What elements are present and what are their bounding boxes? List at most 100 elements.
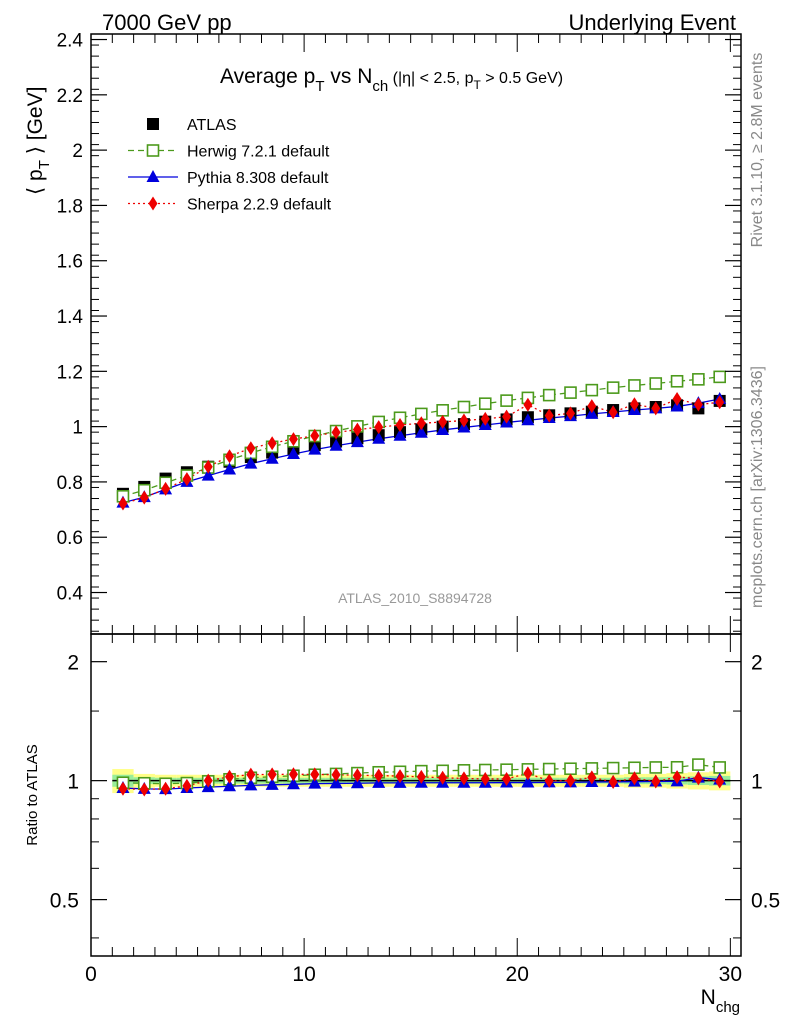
main-ytick-label: 2.2: [57, 86, 83, 107]
ratio-point-sherpa-2-2-9-default: [139, 782, 149, 797]
ratio-point-sherpa-2-2-9-default: [502, 771, 512, 786]
main-point-sherpa-2-2-9-default: [502, 409, 512, 424]
ratio-point-sherpa-2-2-9-default: [352, 768, 362, 783]
main-point-herwig-7-2-1-default: [670, 374, 684, 388]
legend-entry-pythia-8-308-default: Pythia 8.308 default: [128, 170, 329, 187]
ratio-ytick-label-right: 1: [751, 771, 763, 794]
main-point-pythia-8-308-default: [350, 435, 364, 448]
ratio-point-herwig-7-2-1-default: [713, 761, 726, 774]
ratio-line-sherpa-2-2-9-default: [122, 772, 720, 791]
main-point-herwig-7-2-1-default: [585, 383, 599, 397]
ratio-panel: 0 10 20 30 0.5 0.5 1 1 2 2 Ratio to ATLAS Nchg: [24, 633, 780, 1016]
main-point-herwig-7-2-1-default: [628, 379, 641, 392]
legend-marker: [146, 170, 160, 182]
main-point-herwig-7-2-1-default: [478, 397, 492, 410]
legend-entry-herwig-7-2-1-default: Herwig 7.2.1 default: [128, 144, 330, 161]
main-point-sherpa-2-2-9-default: [118, 496, 128, 511]
main-ytick-label: 1.6: [57, 252, 83, 273]
legend-label: ATLAS: [187, 117, 237, 134]
ratio-frame: [90, 633, 742, 957]
main-point-sherpa-2-2-9-default: [161, 481, 171, 496]
main-panel: 0.4 0.6 0.8 1 1.2 1.4 1.6 1.8 2 2.2 2.4 Average pT…: [24, 31, 742, 635]
ratio-point-pythia-8-308-default: [521, 775, 535, 788]
ratio-point-sherpa-2-2-9-default: [438, 770, 448, 785]
ratio-point-sherpa-2-2-9-default: [480, 771, 490, 786]
legend-marker: [147, 118, 159, 130]
ratio-point-sherpa-2-2-9-default: [459, 771, 469, 786]
ratio-point-sherpa-2-2-9-default: [288, 767, 298, 782]
main-point-sherpa-2-2-9-default: [523, 397, 533, 412]
ratio-point-sherpa-2-2-9-default: [118, 781, 128, 796]
main-point-herwig-7-2-1-default: [457, 400, 471, 414]
legend-marker: [148, 196, 158, 211]
main-point-pythia-8-308-default: [329, 438, 343, 451]
ratio-ytick-label-right: 0.5: [751, 890, 780, 913]
main-point-sherpa-2-2-9-default: [267, 436, 277, 451]
main-point-herwig-7-2-1-default: [436, 404, 449, 417]
ratio-point-sherpa-2-2-9-default: [587, 770, 597, 785]
main-title: Average pT vs Nch (|η| < 2.5, pT > 0.5 G…: [220, 65, 563, 95]
legend-label: Herwig 7.2.1 default: [187, 144, 330, 161]
main-ytick-label: 0.8: [57, 473, 83, 494]
ratio-ytick-label: 0.5: [50, 890, 79, 913]
ratio-point-sherpa-2-2-9-default: [651, 774, 661, 789]
main-point-sherpa-2-2-9-default: [352, 422, 362, 437]
main-point-herwig-7-2-1-default: [542, 388, 556, 402]
ratio-point-sherpa-2-2-9-default: [374, 768, 384, 783]
ratio-point-herwig-7-2-1-default: [649, 761, 663, 774]
main-point-pythia-8-308-default: [265, 451, 279, 464]
xtick-label: 20: [506, 963, 529, 986]
main-point-herwig-7-2-1-default: [649, 377, 663, 390]
ratio-point-sherpa-2-2-9-default: [182, 778, 192, 793]
main-point-sherpa-2-2-9-default: [182, 472, 192, 487]
ratio-point-pythia-8-308-default: [244, 778, 258, 791]
main-point-sherpa-2-2-9-default: [480, 411, 490, 426]
main-point-sherpa-2-2-9-default: [203, 459, 213, 474]
legend: ATLAS Herwig 7.2.1 default Pythia 8.308 de…: [128, 117, 332, 214]
main-ytick-label: 2: [72, 141, 83, 162]
main-point-pythia-8-308-default: [372, 431, 386, 444]
main-point-sherpa-2-2-9-default: [715, 395, 725, 410]
main-point-sherpa-2-2-9-default: [331, 425, 341, 440]
legend-label: Pythia 8.308 default: [187, 170, 329, 187]
rivet-label: Rivet 3.1.10, ≥ 2.8M events: [749, 53, 766, 248]
ratio-point-sherpa-2-2-9-default: [331, 767, 341, 782]
process-label: Underlying Event: [568, 10, 736, 35]
main-point-herwig-7-2-1-default: [692, 373, 705, 386]
main-point-pythia-8-308-default: [244, 456, 258, 469]
main-ytick-label: 1.4: [57, 307, 84, 328]
ratio-point-sherpa-2-2-9-default: [225, 769, 235, 784]
legend-entry-atlas: ATLAS: [147, 117, 237, 134]
ratio-point-herwig-7-2-1-default: [692, 758, 705, 771]
ratio-point-sherpa-2-2-9-default: [566, 773, 576, 788]
main-point-pythia-8-308-default: [393, 428, 407, 441]
ratio-point-sherpa-2-2-9-default: [693, 771, 703, 786]
main-point-herwig-7-2-1-default: [713, 370, 726, 384]
main-point-pythia-8-308-default: [436, 422, 450, 435]
mcplots-label: mcplots.cern.ch [arXiv:1306.3436]: [749, 366, 766, 608]
legend-label: Sherpa 2.2.9 default: [187, 197, 332, 214]
ratio-point-sherpa-2-2-9-default: [416, 769, 426, 784]
main-point-sherpa-2-2-9-default: [651, 401, 661, 416]
xtick-label: 10: [292, 963, 315, 986]
main-point-herwig-7-2-1-default: [606, 381, 620, 394]
main-point-pythia-8-308-default: [308, 442, 322, 455]
main-point-sherpa-2-2-9-default: [288, 432, 298, 447]
xtick-label: 0: [85, 963, 97, 986]
main-point-sherpa-2-2-9-default: [459, 413, 469, 428]
collision-label: 7000 GeV pp: [102, 10, 232, 35]
ratio-point-sherpa-2-2-9-default: [267, 767, 277, 782]
legend-marker: [146, 144, 160, 157]
ratio-point-herwig-7-2-1-default: [606, 761, 620, 775]
main-ytick-label: 2.4: [57, 31, 84, 52]
main-point-sherpa-2-2-9-default: [310, 428, 320, 443]
ratio-ytick-label: 1: [67, 771, 79, 794]
ratio-ytick-label: 2: [67, 652, 79, 675]
main-point-sherpa-2-2-9-default: [693, 397, 703, 412]
main-point-pythia-8-308-default: [414, 425, 428, 438]
main-point-sherpa-2-2-9-default: [629, 397, 639, 412]
main-point-pythia-8-308-default: [286, 447, 300, 459]
ratio-point-pythia-8-308-default: [286, 777, 300, 790]
ratio-point-sherpa-2-2-9-default: [715, 774, 725, 789]
